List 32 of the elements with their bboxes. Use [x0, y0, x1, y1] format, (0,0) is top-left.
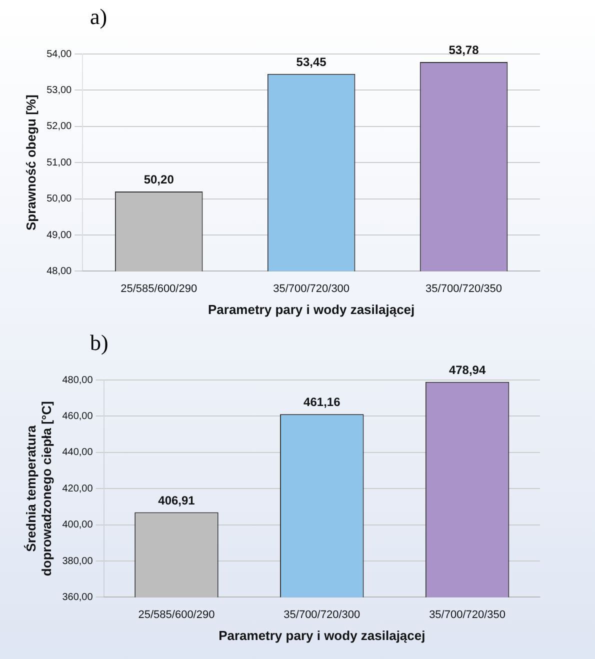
x-tick-label: 25/585/600/290 [120, 282, 198, 295]
data-label: 406,91 [158, 493, 196, 508]
y-tick-label: 460,00 [62, 410, 94, 422]
x-axis-title: Parametry pary i wody zasilającej [218, 628, 426, 643]
y-tick-label: 54,00 [46, 48, 72, 60]
data-label: 53,78 [448, 42, 480, 57]
y-tick-label: 48,00 [46, 266, 72, 277]
y-axis-title: Sprawność obegu [%] [23, 94, 38, 230]
chart-title: b) [90, 330, 108, 356]
x-tick-label: 35/700/720/350 [426, 282, 502, 295]
y-tick-label: 380,00 [62, 556, 94, 567]
y-axis-title: Średnia temperatura doprowadzonego ciepła [°C] [23, 401, 54, 576]
y-tick-label: 53,00 [46, 84, 72, 96]
data-label: 53,45 [296, 54, 327, 69]
x-axis-title: Parametry pary i wody zasilającej [208, 302, 415, 317]
y-tick-label: 49,00 [46, 230, 72, 241]
x-tick-label: 35/700/720/300 [273, 282, 350, 295]
x-tick-label: 35/700/720/300 [284, 608, 360, 621]
y-tick-label: 440,00 [62, 447, 94, 458]
data-label: 461,16 [304, 395, 341, 410]
y-tick-label: 50,00 [46, 194, 72, 205]
y-tick-label: 420,00 [62, 483, 94, 494]
x-tick-label: 35/700/720/350 [429, 608, 506, 621]
chart-title: a) [90, 4, 108, 30]
data-label: 478,94 [448, 362, 486, 377]
y-tick-label: 52,00 [46, 121, 72, 132]
y-tick-label: 400,00 [62, 520, 94, 531]
data-label: 50,20 [144, 172, 174, 187]
y-tick-label: 480,00 [62, 374, 94, 386]
y-tick-label: 360,00 [62, 592, 94, 603]
y-tick-label: 51,00 [46, 157, 72, 168]
x-tick-label: 25/585/600/290 [138, 608, 215, 621]
